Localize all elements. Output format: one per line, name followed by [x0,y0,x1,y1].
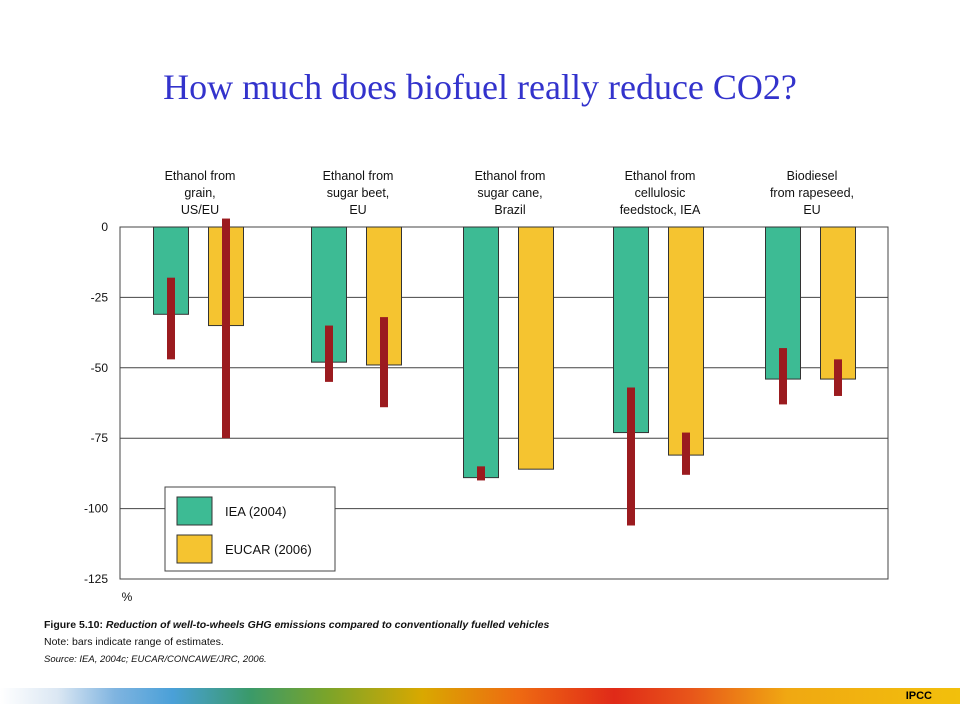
bar [668,226,704,456]
category-label: Brazil [494,203,525,217]
category-label: Biodiesel [787,169,838,183]
range-marker [682,432,690,475]
range-marker [834,359,842,396]
y-tick-label: -100 [84,502,108,516]
figure-caption: Figure 5.10: Reduction of well-to-wheels… [44,617,549,668]
y-tick-label: -25 [91,290,109,304]
range-marker [167,277,175,360]
range-marker [380,317,388,408]
category-label: sugar cane, [477,186,542,200]
category-label: EU [349,203,366,217]
y-tick-label: -125 [84,572,108,586]
caption-note: Note: bars indicate range of estimates. [44,636,224,648]
legend-label: EUCAR (2006) [225,542,312,557]
footer-color-bar [0,688,960,704]
y-tick-label: -50 [91,361,109,375]
range-marker [325,325,333,382]
category-label: Ethanol from [323,169,394,183]
legend-swatch [176,496,213,526]
range-marker [627,387,635,526]
y-axis-label: % [122,590,133,604]
plot-frame [119,226,889,580]
range-marker [222,218,230,439]
category-label: EU [803,203,820,217]
category-label: grain, [184,186,215,200]
bar [518,226,554,470]
bar [820,226,856,380]
legend-swatch [176,534,213,564]
caption-source: Source: IEA, 2004c; EUCAR/CONCAWE/JRC, 2… [44,654,267,665]
range-marker [477,466,485,481]
category-label: US/EU [181,203,219,217]
category-label: from rapeseed, [770,186,854,200]
category-label: Ethanol from [165,169,236,183]
slide-title: How much does biofuel really reduce CO2? [163,67,797,107]
category-label: feedstock, IEA [620,203,701,217]
category-label: cellulosic [635,186,686,200]
y-tick-label: 0 [101,220,108,234]
category-label: Ethanol from [475,169,546,183]
category-label: Ethanol from [625,169,696,183]
category-label: sugar beet, [327,186,390,200]
footer-label: IPCC [905,690,932,702]
y-tick-label: -75 [91,431,109,445]
range-marker [779,348,787,405]
caption-figure-text: Reduction of well-to-wheels GHG emission… [105,619,550,631]
caption-figure-label: Figure 5.10: [44,619,103,631]
legend-label: IEA (2004) [225,504,286,519]
bar [463,226,499,479]
